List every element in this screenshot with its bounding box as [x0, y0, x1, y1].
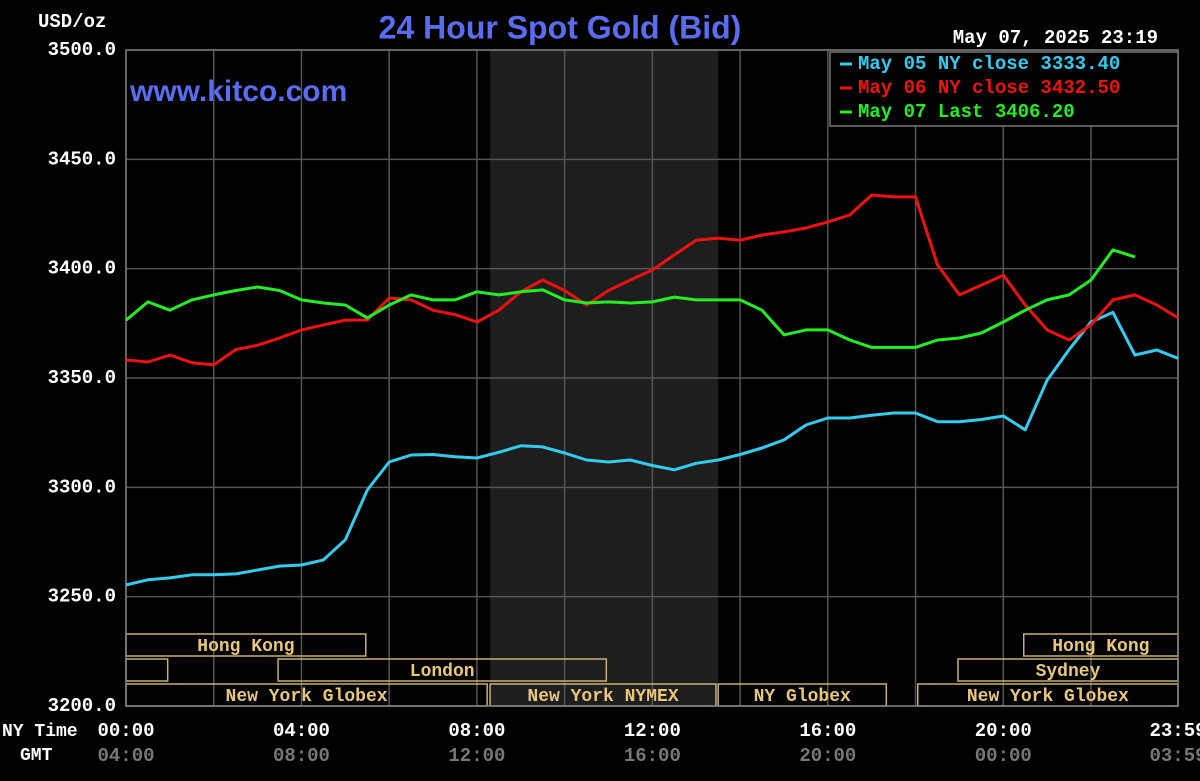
legend-label: May 05 NY close 3333.40 [858, 53, 1120, 75]
session-label: Hong Kong [1052, 637, 1149, 657]
x-tick-label: 16:00 [799, 720, 856, 742]
x-tick-label-gmt: 12:00 [448, 745, 505, 767]
session-label: New York Globex [967, 687, 1129, 707]
y-tick-label: 3200.0 [48, 695, 116, 717]
y-tick-label: 3300.0 [48, 476, 116, 498]
x-tick-label-gmt: 04:00 [97, 745, 154, 767]
y-tick-label: 3500.0 [48, 39, 116, 61]
session-label: NY Globex [754, 687, 851, 707]
y-tick-label: 3350.0 [48, 367, 116, 389]
chart-title: 24 Hour Spot Gold (Bid) [379, 9, 742, 45]
y-tick-label: 3400.0 [48, 258, 116, 280]
series-line [125, 248, 1136, 349]
y-axis-label: USD/oz [38, 11, 106, 33]
x-tick-label-gmt: 00:00 [975, 745, 1032, 767]
series-line [125, 310, 1179, 587]
x-tick-label: 23:59 [1149, 720, 1200, 742]
x-tick-label-gmt: 20:00 [799, 745, 856, 767]
x-tick-label: 08:00 [448, 720, 505, 742]
legend-box [829, 51, 1179, 127]
x-tick-label-gmt: 03:59 [1149, 745, 1200, 767]
legend-label: May 07 Last 3406.20 [858, 101, 1075, 123]
session-label: New York NYMEX [527, 687, 678, 707]
x-tick-label-gmt: 16:00 [624, 745, 681, 767]
watermark: www.kitco.com [129, 75, 347, 108]
x-row-label: GMT [20, 746, 53, 766]
legend-label: May 06 NY close 3432.50 [858, 77, 1120, 99]
series-line [125, 193, 1179, 367]
y-tick-label: 3250.0 [48, 586, 116, 608]
session-label: Hong Kong [197, 637, 294, 657]
x-tick-label: 00:00 [97, 720, 154, 742]
x-tick-label-gmt: 08:00 [273, 745, 330, 767]
x-tick-label: 04:00 [273, 720, 330, 742]
session-label: London [410, 662, 475, 682]
x-tick-label: 12:00 [624, 720, 681, 742]
session-box [125, 658, 169, 682]
timestamp: May 07, 2025 23:19 [953, 27, 1158, 49]
session-label: New York Globex [226, 687, 388, 707]
x-row-label: NY Time [2, 722, 78, 742]
x-tick-label: 20:00 [975, 720, 1032, 742]
session-box [277, 658, 608, 682]
session-label: Sydney [1036, 662, 1101, 682]
plot-frame [125, 49, 1179, 707]
y-tick-label: 3450.0 [48, 148, 116, 170]
